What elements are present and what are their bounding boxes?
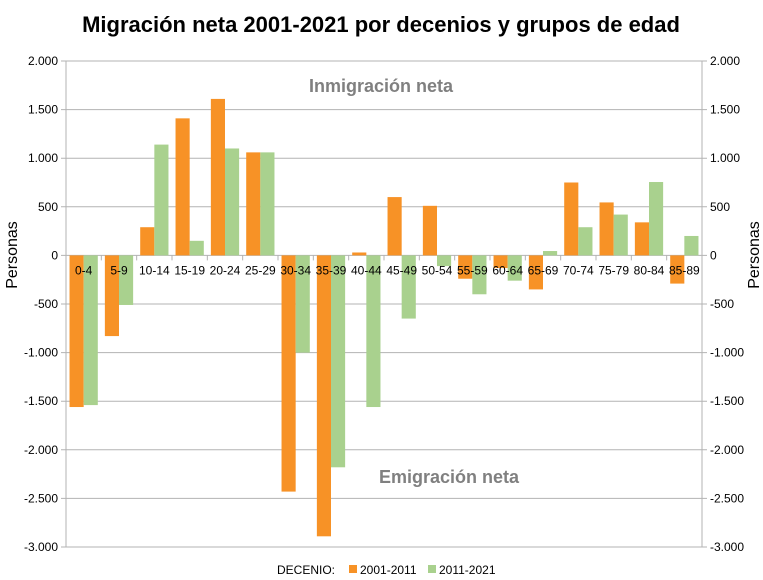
bar-2011-2021-80-84 (649, 182, 664, 256)
bar-2011-2021-45-49 (401, 255, 416, 319)
legend-swatch-2001-2011 (349, 565, 357, 573)
bar-2011-2021-35-39 (331, 255, 346, 468)
x-category-label: 10-14 (139, 263, 170, 277)
bar-2001-2011-65-69 (528, 255, 543, 290)
y-axis-left-title: Personas (4, 221, 21, 289)
x-category-label: 25-29 (245, 263, 276, 277)
bar-2011-2021-60-64 (507, 255, 522, 281)
bar-2011-2021-20-24 (225, 148, 240, 256)
y-tick-label-left: 1.500 (28, 103, 58, 117)
y-tick-label-left: -2.500 (24, 491, 58, 505)
bar-2001-2011-35-39 (316, 255, 331, 537)
x-category-label: 45-49 (386, 263, 417, 277)
bar-2001-2011-10-14 (140, 227, 155, 256)
bar-2011-2021-70-74 (578, 227, 593, 256)
y-tick-label-right: -500 (710, 297, 734, 311)
bar-2001-2011-30-34 (281, 255, 296, 492)
bar-2011-2021-40-44 (366, 255, 381, 408)
y-tick-label-right: -2.500 (710, 491, 744, 505)
x-category-label: 40-44 (351, 263, 382, 277)
y-tick-label-left: 0 (51, 248, 58, 262)
bar-2001-2011-75-79 (599, 202, 614, 256)
x-category-label: 80-84 (634, 263, 665, 277)
bars (69, 98, 699, 537)
bar-2011-2021-0-4 (83, 255, 98, 406)
x-axis-category-labels: 0-4 5-9 10-14 15-19 20-24 25-29 30-34 35-39 40-4… (75, 263, 700, 277)
y-tick-label-right: 0 (710, 248, 717, 262)
y-tick-label-right: 2.000 (710, 54, 740, 68)
y-tick-label-right: -1.500 (710, 394, 744, 408)
bar-2011-2021-75-79 (613, 214, 628, 256)
x-category-label: 60-64 (492, 263, 523, 277)
bar-2011-2021-25-29 (260, 152, 275, 256)
bar-2001-2011-5-9 (104, 255, 119, 337)
axes (65, 61, 703, 547)
legend-label-2011-2021: 2011-2021 (439, 563, 496, 577)
x-category-label: 30-34 (280, 263, 311, 277)
x-category-label: 0-4 (75, 263, 93, 277)
bar-2001-2011-0-4 (69, 255, 84, 408)
legend-label-2001-2011: 2001-2011 (360, 563, 417, 577)
legend-swatch-2011-2021 (428, 565, 436, 573)
y-tick-label-right: 1.500 (710, 103, 740, 117)
annotation-emigracion: Emigración neta (379, 467, 520, 487)
bar-2001-2011-85-89 (670, 255, 685, 284)
y-axis-left-ticks: 2.000 1.500 1.000 500 0 -500 -1.000 -1.500 -2.00… (24, 54, 58, 554)
bar-2001-2011-55-59 (458, 255, 473, 279)
y-tick-label-left: 1.000 (28, 151, 58, 165)
x-category-label: 20-24 (210, 263, 241, 277)
x-category-label: 15-19 (174, 263, 205, 277)
bar-2011-2021-85-89 (684, 235, 699, 256)
y-tick-label-left: 500 (38, 200, 58, 214)
bar-2011-2021-50-54 (437, 255, 452, 267)
x-category-label: 5-9 (110, 263, 128, 277)
bar-2001-2011-25-29 (246, 152, 261, 256)
x-category-label: 85-89 (669, 263, 700, 277)
bar-2011-2021-65-69 (543, 251, 558, 256)
x-category-label: 65-69 (528, 263, 559, 277)
bar-2011-2021-55-59 (472, 255, 487, 295)
y-tick-label-right: -1.000 (710, 346, 744, 360)
annotation-inmigracion: Inmigración neta (309, 76, 454, 96)
bar-2011-2021-10-14 (154, 144, 169, 256)
chart-title: Migración neta 2001-2021 por decenios y … (82, 12, 680, 37)
bar-2001-2011-80-84 (634, 222, 649, 256)
y-tick-label-right: 1.000 (710, 151, 740, 165)
y-tick-label-right: -2.000 (710, 443, 744, 457)
y-tick-label-right: 500 (710, 200, 730, 214)
bar-2011-2021-5-9 (119, 255, 134, 305)
bar-2011-2021-15-19 (189, 240, 204, 256)
legend-title: DECENIO: (277, 563, 335, 577)
x-category-label: 75-79 (598, 263, 629, 277)
bar-2001-2011-50-54 (422, 205, 437, 256)
bar-2001-2011-20-24 (210, 98, 225, 256)
x-category-label: 50-54 (422, 263, 453, 277)
bar-2001-2011-15-19 (175, 118, 190, 256)
legend: DECENIO: 2001-2011 2011-2021 (277, 563, 496, 577)
y-tick-label-left: -500 (34, 297, 58, 311)
x-category-label: 35-39 (316, 263, 347, 277)
y-tick-label-left: -1.500 (24, 394, 58, 408)
bar-2001-2011-60-64 (493, 255, 508, 269)
y-tick-label-left: -2.000 (24, 443, 58, 457)
y-tick-label-right: -3.000 (710, 540, 744, 554)
y-tick-label-left: -1.000 (24, 346, 58, 360)
y-axis-right-ticks: 2.000 1.500 1.000 500 0 -500 -1.000 -1.500 -2.00… (710, 54, 744, 554)
bar-2001-2011-40-44 (352, 252, 367, 256)
y-axis-right-title: Personas (746, 221, 763, 289)
bar-2001-2011-45-49 (387, 197, 402, 256)
y-tick-label-left: -3.000 (24, 540, 58, 554)
bar-2001-2011-70-74 (564, 182, 579, 256)
y-tick-label-left: 2.000 (28, 54, 58, 68)
x-category-label: 55-59 (457, 263, 488, 277)
bar-2011-2021-30-34 (295, 255, 310, 353)
x-category-label: 70-74 (563, 263, 594, 277)
